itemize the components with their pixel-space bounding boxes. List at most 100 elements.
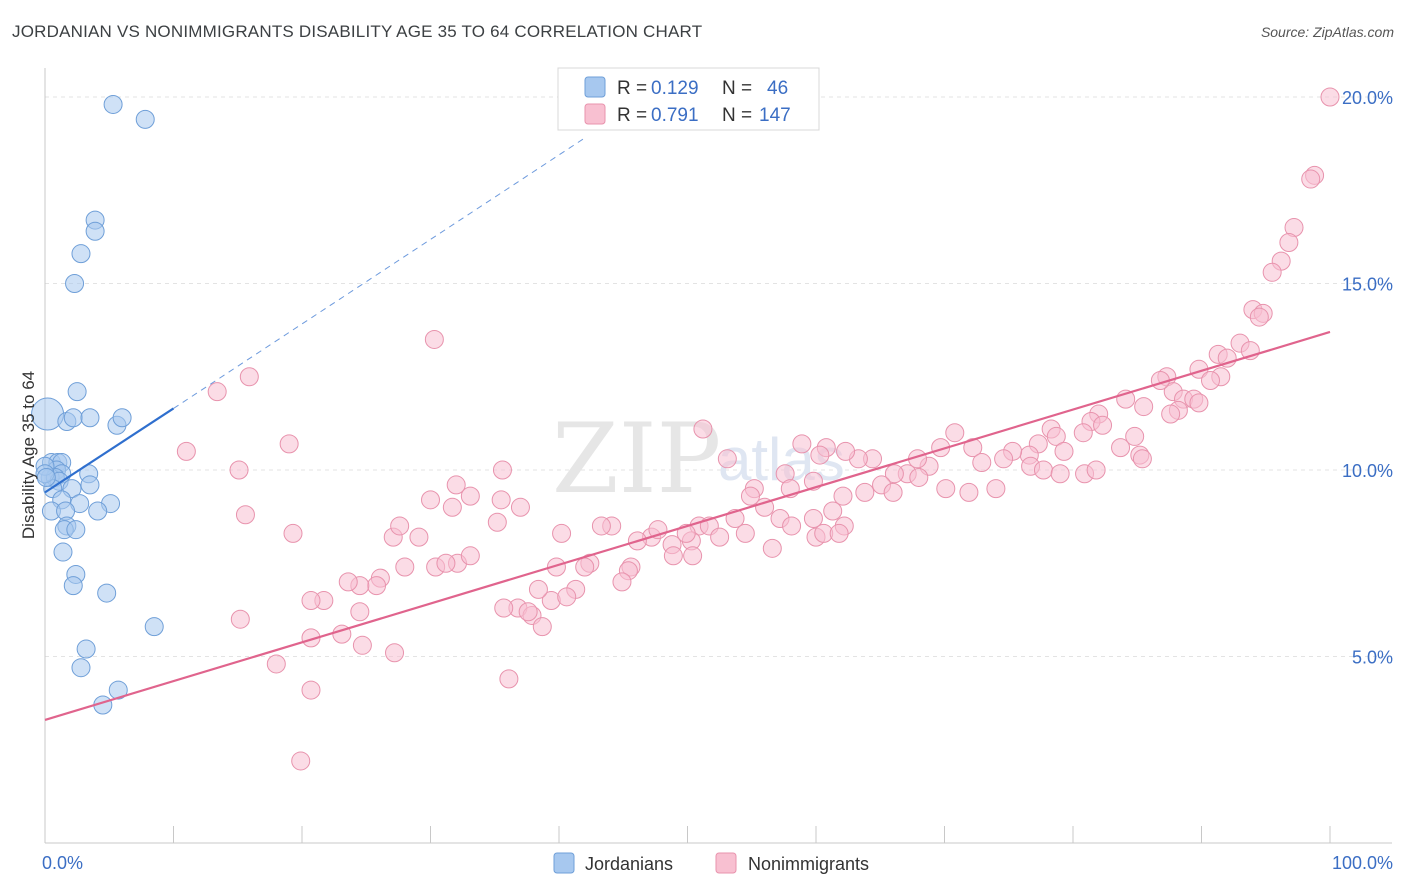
- point-nonimmigrants: [710, 527, 730, 547]
- point-nonimmigrants: [1132, 449, 1152, 469]
- point-nonimmigrants: [229, 460, 249, 480]
- gridlines: [45, 96, 1392, 657]
- point-nonimmigrants: [239, 367, 259, 387]
- point-nonimmigrants: [936, 479, 956, 499]
- point-nonimmigrants: [575, 557, 595, 577]
- y-tick-label: 10.0%: [1342, 461, 1393, 481]
- legend-n-label-jordanians: N =: [722, 78, 752, 99]
- point-nonimmigrants: [499, 669, 519, 689]
- point-nonimmigrants: [1161, 404, 1181, 424]
- point-nonimmigrants: [409, 527, 429, 547]
- legend-r-value-nonimmigrants: 0.791: [651, 105, 699, 126]
- point-jordanians: [144, 617, 164, 637]
- point-nonimmigrants: [883, 482, 903, 502]
- series-legend-label-jordanians: Jordanians: [585, 854, 673, 874]
- point-nonimmigrants: [1125, 426, 1145, 446]
- point-nonimmigrants: [1093, 415, 1113, 435]
- point-nonimmigrants: [986, 479, 1006, 499]
- point-nonimmigrants: [1050, 464, 1070, 484]
- point-nonimmigrants: [693, 419, 713, 439]
- point-nonimmigrants: [855, 482, 875, 502]
- point-nonimmigrants: [612, 572, 632, 592]
- y-axis-title: Disability Age 35 to 64: [19, 371, 38, 539]
- legend-n-value-jordanians: 46: [767, 78, 788, 99]
- point-nonimmigrants: [782, 516, 802, 536]
- point-nonimmigrants: [1073, 423, 1093, 443]
- point-nonimmigrants: [823, 501, 843, 521]
- legend-r-label-nonimmigrants: R =: [617, 105, 647, 126]
- point-jordanians: [135, 109, 155, 129]
- point-nonimmigrants: [1200, 370, 1220, 390]
- point-nonimmigrants: [518, 602, 538, 622]
- point-nonimmigrants: [833, 486, 853, 506]
- point-jordanians: [108, 680, 128, 700]
- point-nonimmigrants: [385, 643, 405, 663]
- legend-n-value-nonimmigrants: 147: [759, 105, 791, 126]
- point-nonimmigrants: [460, 546, 480, 566]
- point-nonimmigrants: [755, 497, 775, 517]
- point-nonimmigrants: [1134, 397, 1154, 417]
- point-nonimmigrants: [884, 464, 904, 484]
- point-jordanians: [103, 94, 123, 114]
- point-nonimmigrants: [424, 329, 444, 349]
- trend-lines: [44, 137, 1331, 721]
- point-jordanians: [80, 475, 100, 495]
- point-jordanians: [63, 576, 83, 596]
- point-nonimmigrants: [994, 449, 1014, 469]
- y-tick-label: 20.0%: [1342, 88, 1393, 108]
- point-nonimmigrants: [1086, 460, 1106, 480]
- point-nonimmigrants: [1262, 262, 1282, 282]
- axes: 5.0% 10.0% 15.0% 20.0% 0.0% 100.0%: [42, 68, 1393, 873]
- point-nonimmigrants: [207, 382, 227, 402]
- source-label: Source: ZipAtlas.com: [1260, 24, 1394, 40]
- point-nonimmigrants: [676, 523, 696, 543]
- point-jordanians: [71, 658, 91, 678]
- point-nonimmigrants: [1320, 87, 1340, 107]
- point-nonimmigrants: [1111, 438, 1131, 458]
- point-nonimmigrants: [492, 460, 512, 480]
- x-tick-label: 100.0%: [1332, 853, 1393, 873]
- point-nonimmigrants: [1301, 169, 1321, 189]
- point-nonimmigrants: [552, 523, 572, 543]
- point-nonimmigrants: [972, 453, 992, 473]
- trend-line-jordanians: [44, 407, 175, 494]
- point-jordanians: [65, 274, 85, 293]
- y-tick-label: 15.0%: [1342, 275, 1393, 295]
- series-legend-swatch-nonimmigrants: [715, 852, 737, 874]
- point-nonimmigrants: [1033, 460, 1053, 480]
- point-nonimmigrants: [663, 546, 683, 566]
- point-nonimmigrants: [266, 654, 286, 674]
- point-nonimmigrants: [279, 434, 299, 454]
- point-nonimmigrants: [230, 609, 250, 629]
- legend-n-label-nonimmigrants: N =: [722, 105, 752, 126]
- point-nonimmigrants: [1054, 441, 1074, 461]
- point-nonimmigrants: [717, 449, 737, 469]
- point-nonimmigrants: [390, 516, 410, 536]
- chart-title: JORDANIAN VS NONIMMIGRANTS DISABILITY AG…: [12, 22, 703, 41]
- legend-swatch-jordanians: [584, 76, 606, 98]
- point-jordanians: [85, 221, 105, 241]
- point-nonimmigrants: [683, 546, 703, 566]
- point-nonimmigrants: [909, 467, 929, 487]
- point-nonimmigrants: [762, 538, 782, 558]
- point-jordanians: [36, 467, 56, 487]
- point-nonimmigrants: [1189, 393, 1209, 413]
- legend-r-value-jordanians: 0.129: [651, 78, 699, 99]
- point-nonimmigrants: [836, 441, 856, 461]
- point-nonimmigrants: [829, 523, 849, 543]
- point-nonimmigrants: [546, 557, 566, 577]
- data-points: [31, 87, 1340, 771]
- point-nonimmigrants: [442, 497, 462, 517]
- point-nonimmigrants: [1279, 232, 1299, 252]
- series-legend-label-nonimmigrants: Nonimmigrants: [748, 854, 869, 874]
- point-nonimmigrants: [810, 445, 830, 465]
- watermark: ZIP atlas: [552, 403, 845, 515]
- point-nonimmigrants: [792, 434, 812, 454]
- point-jordanians: [71, 244, 91, 264]
- point-jordanians: [80, 408, 100, 428]
- point-nonimmigrants: [491, 490, 511, 510]
- point-jordanians: [76, 639, 96, 659]
- point-nonimmigrants: [395, 557, 415, 577]
- point-jordanians: [63, 408, 83, 428]
